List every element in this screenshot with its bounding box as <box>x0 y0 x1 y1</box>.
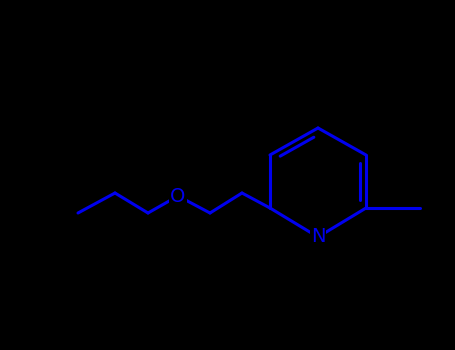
Text: N: N <box>311 228 325 246</box>
Text: O: O <box>170 187 186 205</box>
